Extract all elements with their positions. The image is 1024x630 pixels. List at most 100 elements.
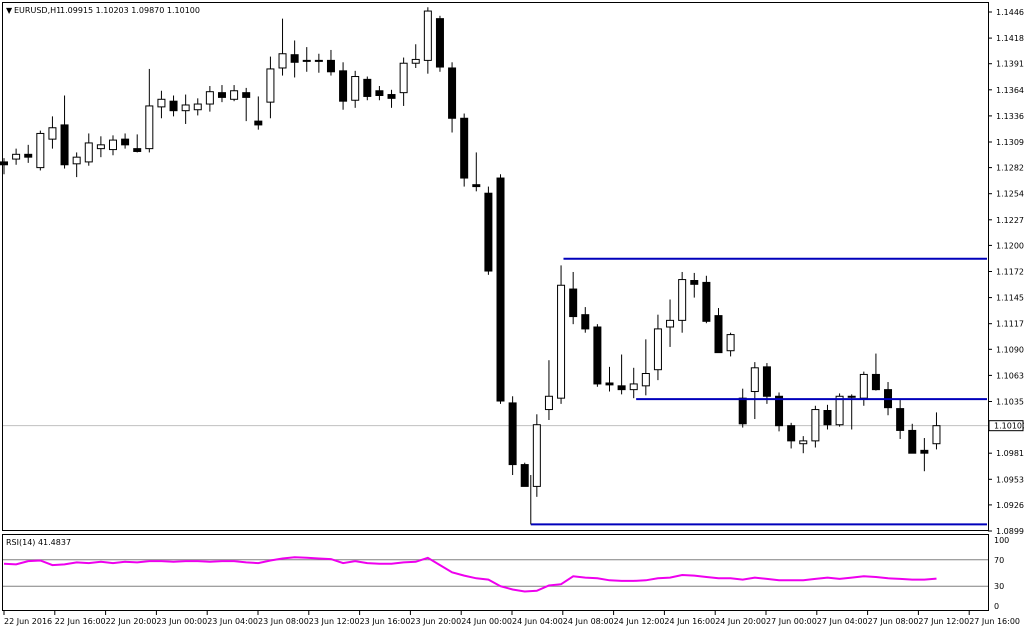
bull-candle-body — [678, 279, 687, 321]
bull-candle-body — [653, 328, 662, 371]
candle — [399, 57, 408, 106]
bear-candle-body — [472, 184, 481, 188]
bull-candle-body — [157, 98, 166, 108]
price-tick-label: 1.12820 — [996, 164, 1024, 173]
candle — [0, 158, 8, 175]
candle — [205, 86, 214, 112]
candle — [932, 412, 941, 450]
time-tick-label: 27 Jun 00:00 — [766, 617, 817, 626]
candle — [871, 353, 880, 391]
candle — [121, 133, 130, 149]
bull-candle-body — [932, 425, 941, 445]
price-tick-label: 1.13640 — [996, 86, 1024, 95]
candle — [157, 90, 166, 119]
bear-candle-body — [339, 70, 348, 102]
bull-candle-body — [557, 284, 566, 399]
candle — [484, 186, 493, 275]
candle — [351, 70, 360, 108]
candle — [738, 388, 747, 428]
candle — [169, 95, 178, 117]
candle — [448, 62, 457, 133]
last-price-marker — [988, 420, 1024, 432]
time-axis: 22 Jun 2016 22 Jun 16:00 22 Jun 20:00 23 Ju… — [3, 611, 1020, 626]
candle — [569, 271, 578, 325]
candle — [896, 400, 905, 439]
chart-menu-icon[interactable]: ▼ — [6, 6, 13, 15]
bear-candle-body — [714, 315, 723, 354]
time-tick-label: 23 Jun 04:00 — [207, 617, 258, 626]
bear-candle-body — [254, 120, 263, 126]
time-tick-label: 27 Jun 04:00 — [817, 617, 868, 626]
bear-candle-body — [581, 314, 590, 330]
candle — [290, 40, 299, 78]
candle — [859, 371, 868, 406]
bull-candle-body — [750, 367, 759, 393]
candle — [242, 87, 251, 122]
price-tick-label: 1.13090 — [996, 138, 1024, 147]
candle — [472, 152, 481, 192]
candle — [557, 265, 566, 404]
candle — [520, 462, 529, 487]
bear-candle-body — [217, 92, 226, 98]
bear-candle-body — [690, 280, 699, 285]
candle — [423, 7, 432, 74]
bear-candle-body — [484, 192, 493, 272]
candle — [302, 47, 311, 72]
bull-candle-body — [859, 373, 868, 399]
candle — [133, 134, 142, 153]
candle — [145, 68, 154, 153]
bear-candle-body — [0, 161, 8, 166]
candle — [254, 96, 263, 130]
bull-candle-body — [266, 68, 275, 103]
candle — [690, 272, 699, 298]
candle — [266, 56, 275, 119]
bull-candle-body — [835, 395, 844, 426]
bear-candle-body — [133, 148, 142, 152]
bull-candle-body — [811, 409, 820, 442]
bull-candle-body — [302, 59, 311, 62]
candle — [508, 396, 517, 476]
candle — [714, 308, 723, 354]
bear-candle-body — [823, 410, 832, 426]
bear-candle-body — [617, 385, 626, 391]
bear-candle-body — [375, 90, 384, 96]
candle — [750, 362, 759, 420]
candle — [496, 174, 505, 404]
candle — [653, 314, 662, 381]
bull-candle-body — [278, 53, 287, 69]
bear-candle-body — [847, 395, 856, 398]
candle — [787, 422, 796, 449]
candle — [605, 366, 614, 392]
candle — [678, 271, 687, 333]
candle — [641, 339, 650, 396]
candle — [314, 53, 323, 73]
price-tick-label: 1.09265 — [996, 501, 1024, 510]
price-tick-label: 1.14460 — [996, 8, 1024, 17]
bear-candle-body — [435, 18, 444, 68]
candle — [629, 367, 638, 399]
candle — [811, 405, 820, 448]
bull-candle-body — [399, 62, 408, 94]
candle — [544, 360, 553, 420]
bear-candle-body — [290, 54, 299, 63]
candle — [363, 76, 372, 101]
candle — [532, 414, 541, 497]
candle — [230, 85, 239, 102]
time-tick-label: 23 Jun 08:00 — [258, 617, 309, 626]
time-tick-label: 24 Jun 20:00 — [715, 617, 766, 626]
bear-candle-body — [387, 94, 396, 99]
time-tick-label: 22 Jun 20:00 — [106, 617, 157, 626]
rsi-label: RSI(14) 41.4837 — [6, 538, 71, 547]
bear-candle-body — [896, 408, 905, 431]
candle — [762, 363, 771, 404]
candle — [36, 130, 45, 171]
bull-candle-body — [108, 139, 117, 151]
price-tick-label: 1.09535 — [996, 475, 1024, 484]
time-tick-label: 23 Jun 20:00 — [410, 617, 461, 626]
bear-candle-body — [702, 281, 711, 322]
time-tick-label: 23 Jun 12:00 — [309, 617, 360, 626]
bear-candle-body — [520, 464, 529, 487]
candle — [593, 324, 602, 387]
candle — [411, 44, 420, 68]
